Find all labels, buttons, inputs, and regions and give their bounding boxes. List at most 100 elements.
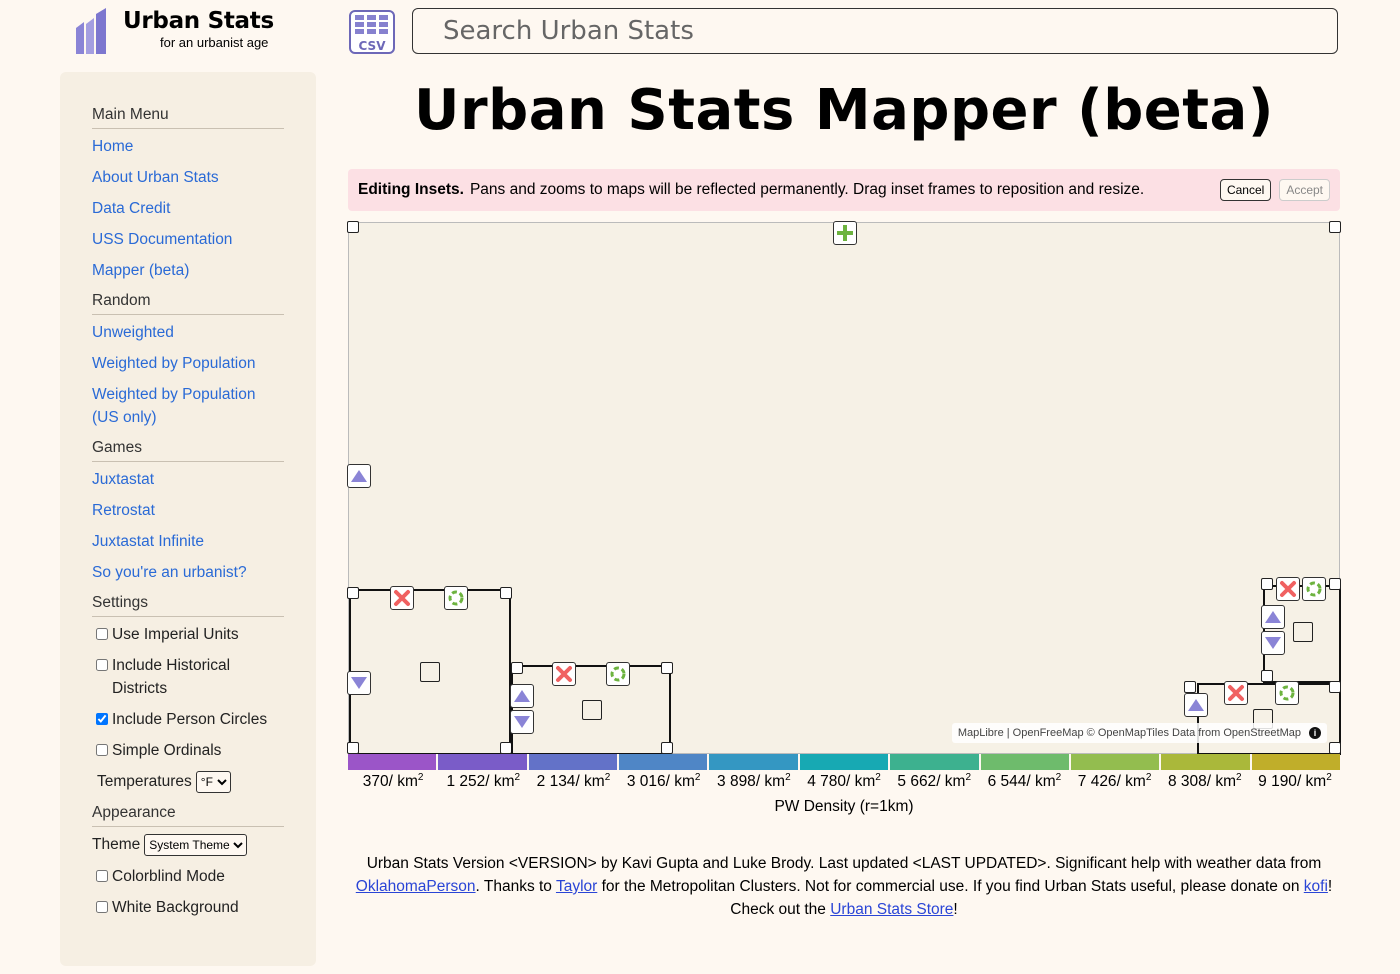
accept-button[interactable]: Accept	[1279, 179, 1330, 201]
delete-inset-icon[interactable]	[1276, 577, 1300, 601]
info-icon[interactable]: i	[1309, 727, 1321, 739]
person-circles-checkbox[interactable]	[96, 713, 108, 725]
footer: Urban Stats Version <VERSION> by Kavi Gu…	[355, 855, 1333, 918]
recenter-inset-icon[interactable]	[1302, 577, 1326, 601]
inset-center-square[interactable]	[1293, 622, 1313, 642]
sidebar-link-weighted-pop[interactable]: Weighted by Population	[92, 355, 256, 372]
sidebar-link-weighted-pop-us[interactable]: Weighted by Population (US only)	[92, 386, 256, 426]
scale-segment	[890, 754, 981, 770]
resize-handle[interactable]	[500, 587, 512, 599]
brand-name: Urban Stats	[123, 8, 274, 34]
scale-tick-label: 2 134/ km2	[536, 772, 611, 791]
theme-select[interactable]: System Theme	[144, 834, 248, 856]
sidebar-link-unweighted[interactable]: Unweighted	[92, 324, 174, 341]
setting-historical[interactable]: Include Historical Districts	[92, 654, 284, 700]
section-main-menu: Main Menu	[92, 104, 284, 129]
color-scale-ticks: 370/ km2 1 252/ km2 2 134/ km2 3 016/ km2 3 …	[348, 772, 1340, 791]
setting-person-circles[interactable]: Include Person Circles	[92, 708, 284, 731]
resize-handle[interactable]	[1184, 681, 1196, 693]
sidebar-link-retrostat[interactable]: Retrostat	[92, 502, 155, 519]
search-input[interactable]	[412, 8, 1338, 54]
scale-segment	[528, 754, 620, 770]
setting-theme: Theme System Theme	[92, 833, 284, 857]
scale-tick-label: 370/ km2	[362, 772, 424, 791]
scale-segment	[619, 754, 710, 770]
sidebar-link-about[interactable]: About Urban Stats	[92, 169, 219, 186]
logo-bars-icon	[76, 8, 106, 54]
move-up-icon[interactable]	[347, 464, 371, 488]
scale-tick-label: 3 898/ km2	[717, 772, 791, 791]
setting-simple-ordinals[interactable]: Simple Ordinals	[92, 739, 284, 762]
imperial-checkbox[interactable]	[96, 628, 108, 640]
recenter-inset-icon[interactable]	[444, 586, 468, 610]
resize-handle[interactable]	[661, 742, 673, 754]
resize-handle[interactable]	[347, 742, 359, 754]
resize-handle[interactable]	[661, 662, 673, 674]
resize-handle[interactable]	[1329, 742, 1341, 754]
delete-inset-icon[interactable]	[1224, 681, 1248, 705]
inset-frame[interactable]	[349, 589, 511, 755]
oklahoma-person-link[interactable]: OklahomaPerson	[355, 878, 476, 895]
move-down-icon[interactable]	[347, 671, 371, 695]
csv-table-icon[interactable]: CSV	[349, 10, 395, 54]
map-attribution: MapLibre | OpenFreeMap © OpenMapTiles Da…	[951, 723, 1327, 743]
store-link[interactable]: Urban Stats Store	[830, 901, 954, 918]
move-up-icon[interactable]	[510, 684, 534, 708]
color-scale-label: PW Density (r=1km)	[774, 798, 914, 815]
sidebar-link-uss-docs[interactable]: USS Documentation	[92, 231, 233, 248]
resize-handle[interactable]	[347, 587, 359, 599]
site-logo[interactable]: Urban Stats for an urbanist age	[74, 8, 334, 58]
map-canvas[interactable]: MapLibre | OpenFreeMap © OpenMapTiles Da…	[347, 221, 1341, 755]
sidebar-link-home[interactable]: Home	[92, 138, 134, 155]
historical-checkbox[interactable]	[96, 659, 108, 671]
resize-handle[interactable]	[511, 662, 523, 674]
sidebar-link-juxtastat-infinite[interactable]: Juxtastat Infinite	[92, 533, 205, 550]
move-up-icon[interactable]	[1261, 605, 1285, 629]
setting-colorblind[interactable]: Colorblind Mode	[92, 865, 284, 888]
scale-tick-label: 4 780/ km2	[807, 772, 881, 791]
scale-segment	[348, 754, 439, 770]
simple-ordinals-checkbox[interactable]	[96, 744, 108, 756]
resize-handle[interactable]	[1261, 578, 1273, 590]
scale-segment	[438, 754, 529, 770]
white-bg-checkbox[interactable]	[96, 901, 108, 913]
scale-tick-label: 9 190/ km2	[1258, 772, 1332, 791]
resize-handle[interactable]	[1261, 670, 1273, 682]
sidebar-link-urbanist-quiz[interactable]: So you're an urbanist?	[92, 564, 247, 581]
scale-tick-label: 3 016/ km2	[626, 772, 701, 791]
inset-frame[interactable]	[511, 665, 671, 755]
taylor-link[interactable]: Taylor	[555, 878, 598, 895]
add-inset-icon[interactable]	[833, 221, 857, 245]
recenter-inset-icon[interactable]	[1275, 681, 1299, 705]
setting-white-bg[interactable]: White Background	[92, 896, 284, 919]
banner-message: Pans and zooms to maps will be reflected…	[469, 181, 1145, 198]
inset-frame[interactable]	[1197, 683, 1341, 755]
move-down-icon[interactable]	[510, 710, 534, 734]
temperatures-select[interactable]: °F	[195, 771, 231, 793]
scale-tick-label: 1 252/ km2	[446, 772, 521, 791]
delete-inset-icon[interactable]	[390, 586, 414, 610]
move-up-icon[interactable]	[1184, 693, 1208, 717]
resize-handle[interactable]	[1329, 578, 1341, 590]
sidebar-link-juxtastat[interactable]: Juxtastat	[92, 471, 155, 488]
sidebar-link-mapper[interactable]: Mapper (beta)	[92, 262, 190, 279]
inset-center-square[interactable]	[582, 700, 602, 720]
delete-inset-icon[interactable]	[552, 662, 576, 686]
resize-handle[interactable]	[1329, 221, 1341, 233]
setting-imperial[interactable]: Use Imperial Units	[92, 623, 284, 646]
move-down-icon[interactable]	[1261, 631, 1285, 655]
color-scale-bar	[348, 754, 1340, 770]
scale-segment	[1070, 754, 1162, 770]
page-title: Urban Stats Mapper (beta)	[414, 78, 1274, 143]
recenter-inset-icon[interactable]	[606, 662, 630, 686]
section-appearance: Appearance	[92, 802, 284, 827]
resize-handle[interactable]	[1329, 681, 1341, 693]
scale-segment	[709, 754, 800, 770]
cancel-button[interactable]: Cancel	[1219, 179, 1272, 201]
inset-center-square[interactable]	[420, 662, 440, 682]
kofi-link[interactable]: kofi	[1303, 878, 1328, 895]
resize-handle[interactable]	[347, 221, 359, 233]
sidebar-link-data-credit[interactable]: Data Credit	[92, 200, 171, 217]
scale-tick-label: 5 662/ km2	[897, 772, 972, 791]
colorblind-checkbox[interactable]	[96, 870, 108, 882]
